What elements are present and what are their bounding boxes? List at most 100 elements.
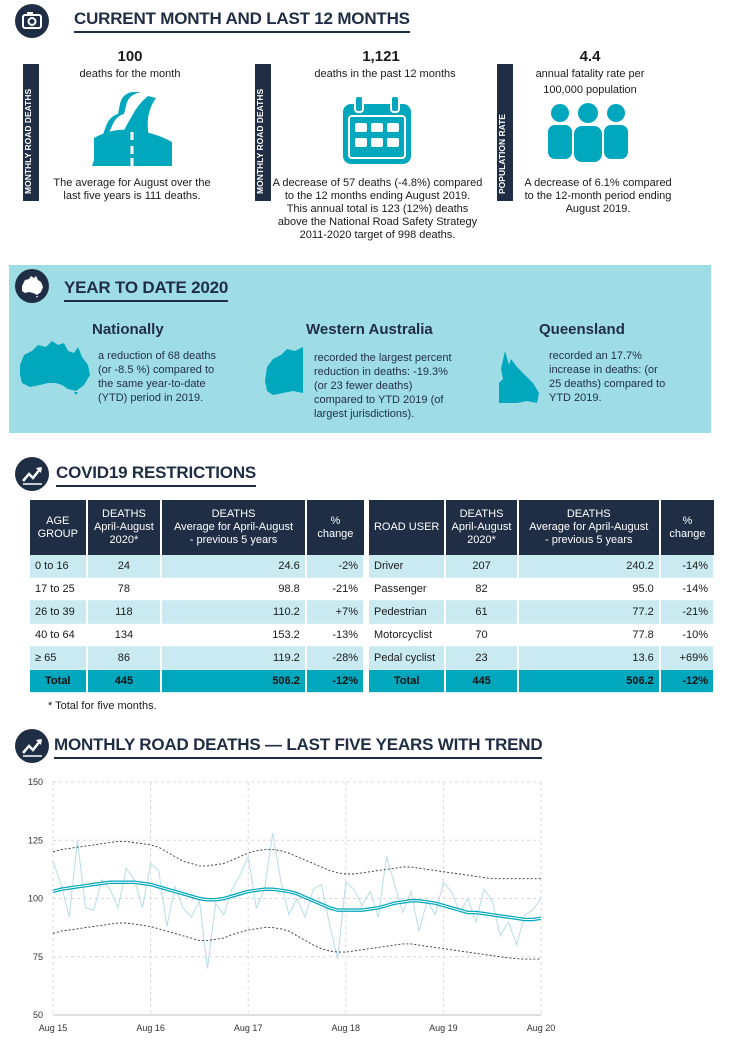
table-cell: 119.2 [161, 646, 307, 670]
table-cell: 134 [86, 623, 163, 647]
total-row: Total 445 506.2 -12% [30, 669, 366, 693]
section-title-chart: MONTHLY ROAD DEATHS — LAST FIVE YEARS WI… [54, 735, 543, 759]
total-cell: -12% [305, 669, 366, 693]
text-line: YTD 2019. [549, 392, 602, 404]
total-cell: Total [369, 669, 447, 693]
month-deaths-number: 100 [117, 48, 143, 65]
table-cell: 40 to 64 [30, 623, 88, 647]
text-line: reduction in deaths: -19.3% [314, 366, 448, 378]
table-cell: 82 [445, 577, 519, 601]
trend-line-inner [52, 881, 542, 920]
table-row: Pedestrian 61 77.2 -21% [369, 600, 716, 624]
table-cell: Pedal cyclist [369, 646, 447, 670]
vertical-label-monthly-2: MONTHLY ROAD DEATHS [255, 64, 271, 201]
australia-map-icon [18, 339, 92, 400]
region-name-qld: Queensland [539, 321, 625, 338]
header-line: DEATHS [102, 508, 146, 520]
header-deaths-2020: DEATHS April-August 2020* [86, 500, 163, 555]
section-title-covid: COVID19 RESTRICTIONS [56, 463, 256, 487]
header-deaths-2020: DEATHS April-August 2020* [445, 500, 519, 555]
note-line: above the National Road Safety Strategy [277, 216, 478, 228]
australia-icon [15, 269, 49, 303]
table-cell: -14% [659, 577, 716, 601]
road-icon [92, 86, 174, 173]
table-cell: Passenger [369, 577, 447, 601]
upper-bound-line [52, 840, 541, 880]
calendar-icon [341, 95, 413, 171]
table-cell: 86 [86, 646, 163, 670]
header-line: - previous 5 years [545, 534, 633, 546]
note-line: This annual total is 123 (12%) deaths [286, 203, 469, 215]
text-line: compared to YTD 2019 (of [314, 394, 444, 406]
header-line: % [330, 514, 341, 527]
table-row: 0 to 16 24 24.6 -2% [30, 555, 366, 578]
note-line: A decrease of 57 deaths (-4.8%) compared [272, 177, 483, 189]
text-line: a reduction of 68 deaths [98, 350, 217, 362]
x-tick-label: Aug 18 [332, 1023, 361, 1033]
header-line: - previous 5 years [189, 534, 278, 546]
table-cell: 240.2 [517, 555, 661, 578]
vertical-label-monthly-1: MONTHLY ROAD DEATHS [23, 64, 39, 201]
table-row: 26 to 39 118 110.2 +7% [30, 600, 366, 624]
x-tick-label: Aug 20 [527, 1023, 556, 1033]
header-road-user: ROAD USER [369, 500, 447, 555]
header-age-group: AGE GROUP [30, 500, 88, 555]
note-line: to the 12 months ending August 2019. [284, 190, 471, 202]
table-row: ≥ 65 86 119.2 -28% [30, 646, 366, 670]
table-row: 17 to 25 78 98.8 -21% [30, 577, 366, 601]
y-tick-label: 125 [28, 835, 43, 845]
table-cell: 17 to 25 [30, 577, 88, 601]
table-cell: 207 [445, 555, 519, 578]
note-line: to the 12-month period ending [524, 190, 672, 202]
y-tick-label: 100 [28, 894, 43, 904]
header-line: AGE [46, 514, 70, 527]
text-line: the same year-to-date [98, 378, 206, 390]
y-tick-label: 150 [28, 777, 43, 787]
note-line: 2011-2020 target of 998 deaths. [299, 229, 456, 241]
total-cell: 506.2 [517, 669, 661, 693]
trend-arrow-icon [15, 729, 49, 763]
total-cell: Total [30, 669, 88, 693]
year-deaths-note: A decrease of 57 deaths (-4.8%) compared… [270, 177, 485, 242]
table-cell: 98.8 [161, 577, 307, 601]
table-cell: 70 [445, 623, 519, 647]
year-to-date-panel: YEAR TO DATE 2020 Nationally a reduction… [9, 265, 711, 433]
header-line: ROAD USER [373, 521, 440, 533]
header-line: change [317, 527, 354, 540]
table-cell: +69% [659, 646, 716, 670]
table-cell: 24 [86, 555, 163, 578]
wa-map-icon [263, 347, 305, 402]
vertical-label-population: POPULATION RATE [497, 64, 513, 201]
text-line: recorded the largest percent [314, 352, 452, 364]
table-cell: 77.2 [517, 600, 661, 624]
total-cell: 506.2 [161, 669, 307, 693]
text-line: (or 23 fewer deaths) [314, 380, 413, 392]
x-tick-label: Aug 16 [136, 1023, 165, 1033]
table-row: Pedal cyclist 23 13.6 +69% [369, 646, 716, 670]
header-deaths-average: DEATHS Average for April-August - previous… [517, 500, 661, 555]
people-icon [545, 103, 631, 168]
monthly-deaths-line [52, 833, 542, 969]
caption-line: annual fatality rate per [535, 68, 645, 80]
table-footnote: * Total for five months. [48, 700, 157, 712]
table-cell: Driver [369, 555, 447, 578]
trend-arrow-icon [15, 457, 49, 491]
x-tick-label: Aug 15 [39, 1023, 68, 1033]
table-row: Driver 207 240.2 -14% [369, 555, 716, 578]
table-cell: 153.2 [161, 623, 307, 647]
region-name-wa: Western Australia [306, 321, 433, 338]
header-line: DEATHS [459, 508, 504, 520]
header-percent-change: % change [305, 500, 364, 555]
x-tick-label: Aug 19 [429, 1023, 458, 1033]
fatality-rate-number: 4.4 [579, 48, 601, 65]
total-cell: 445 [86, 669, 163, 693]
header-line: DEATHS [566, 508, 611, 520]
region-text-wa: recorded the largest percent reduction i… [314, 351, 484, 421]
text-line: 25 deaths) compared to [549, 378, 666, 390]
table-cell: Motorcyclist [369, 623, 447, 647]
trend-line [52, 880, 542, 922]
table-row: Passenger 82 95.0 -14% [369, 577, 716, 601]
text-line: largest jurisdictions). [314, 408, 415, 420]
table-cell: 26 to 39 [30, 600, 88, 624]
table-cell: -21% [659, 600, 716, 624]
